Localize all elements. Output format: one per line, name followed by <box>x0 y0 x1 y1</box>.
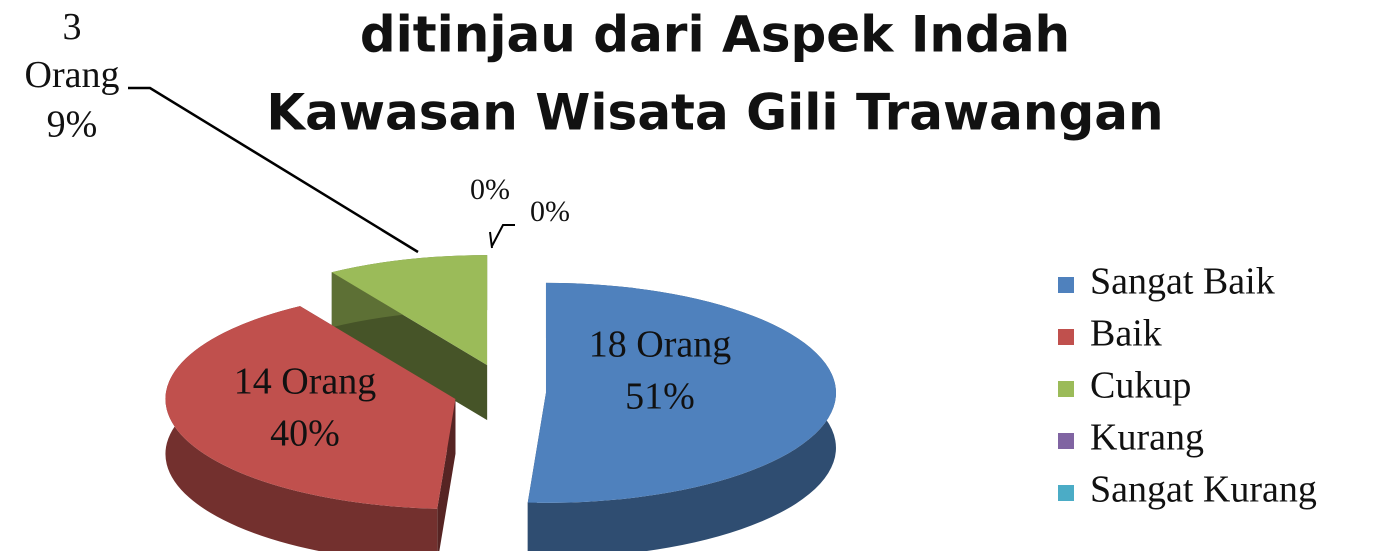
legend-swatch <box>1058 329 1074 345</box>
legend-swatch <box>1058 277 1074 293</box>
legend-label: Sangat Kurang <box>1090 469 1317 511</box>
legend-label: Cukup <box>1090 365 1191 407</box>
chart-title: Kawasan Wisata Gili Trawangan <box>266 84 1163 142</box>
data-label: 18 Orang <box>589 324 731 366</box>
chart-title: ditinjau dari Aspek Indah <box>360 6 1070 64</box>
data-label: 51% <box>625 376 695 418</box>
legend-swatch <box>1058 433 1074 449</box>
pie-slice <box>165 306 456 509</box>
legend-swatch <box>1058 381 1074 397</box>
data-label: 0% <box>470 173 510 206</box>
data-label: 40% <box>270 413 340 455</box>
legend-label: Kurang <box>1090 417 1204 459</box>
data-label: 14 Orang <box>234 361 376 403</box>
leader-line <box>128 86 419 254</box>
data-label: 3 Orang <box>25 6 120 96</box>
pie-slice <box>331 255 488 366</box>
legend-swatch <box>1058 485 1074 501</box>
legend-label: Sangat Baik <box>1090 261 1275 303</box>
legend-label: Baik <box>1090 313 1162 355</box>
leader-line <box>491 224 515 247</box>
pie-slice <box>527 282 836 503</box>
data-label: 9% <box>47 104 98 146</box>
data-label: 0% <box>530 195 570 228</box>
